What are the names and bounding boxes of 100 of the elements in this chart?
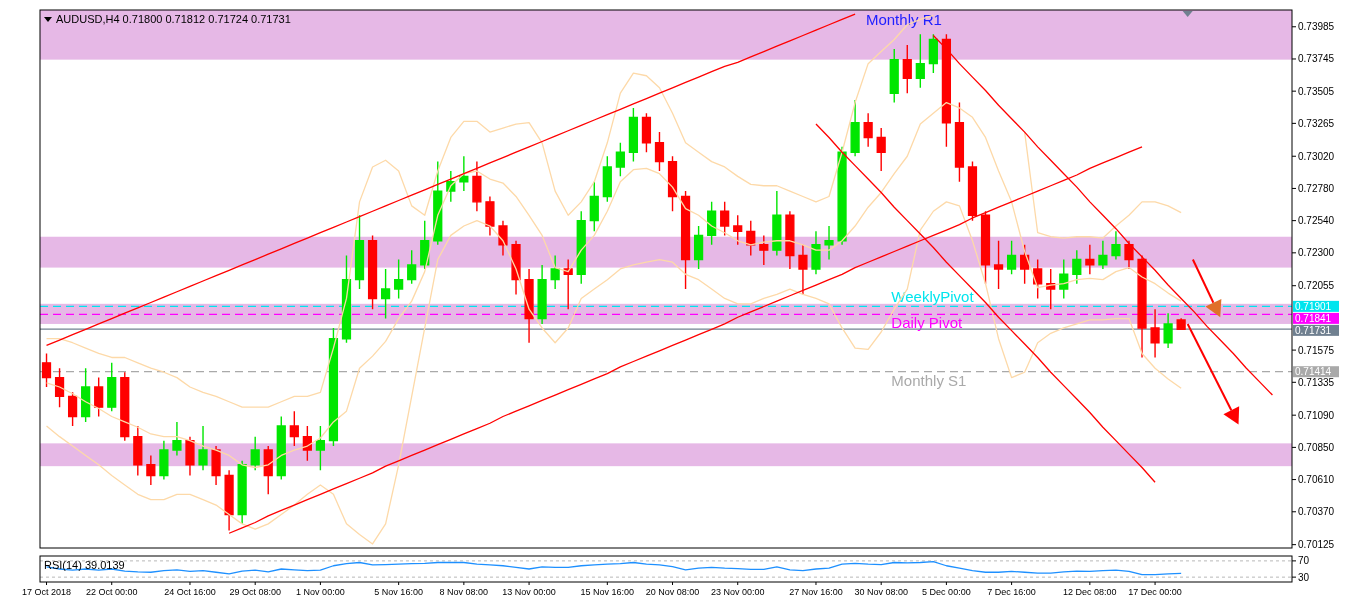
x-tick-label: 27 Nov 16:00	[789, 587, 843, 597]
candlestick	[185, 435, 195, 477]
candlestick	[289, 410, 299, 447]
candlestick	[459, 155, 469, 192]
candlestick	[315, 425, 326, 471]
candlestick	[1072, 249, 1082, 285]
ref-line-label: Daily Pivot	[891, 314, 964, 332]
ref-line-label: WeeklyPivot	[891, 288, 975, 306]
candlestick	[733, 214, 743, 246]
candlestick	[498, 219, 508, 257]
y-tick-label: 0.73505	[1298, 85, 1335, 97]
x-tick-label: 5 Dec 00:00	[922, 587, 971, 597]
candlestick	[863, 112, 873, 148]
candlestick	[589, 181, 599, 233]
y-tick-label: 0.72055	[1298, 280, 1335, 292]
y-tick-label: 0.73985	[1298, 21, 1335, 33]
candlestick	[693, 225, 704, 270]
candlestick	[654, 131, 665, 172]
candlestick	[1150, 308, 1160, 359]
candlestick	[250, 435, 260, 471]
candlestick	[1124, 240, 1134, 270]
candlestick	[1163, 312, 1173, 349]
y-tick-label: 70	[1298, 555, 1310, 567]
text: 0.71414	[1295, 366, 1332, 378]
candlestick	[211, 445, 221, 486]
x-tick-label: 30 Nov 08:00	[854, 587, 908, 597]
candlestick	[198, 425, 208, 471]
candlestick	[354, 214, 365, 290]
candlestick	[915, 33, 925, 89]
candlestick	[602, 155, 612, 203]
candlestick	[41, 352, 52, 388]
candlestick	[159, 439, 169, 481]
candlestick	[641, 112, 652, 153]
candlestick	[1085, 244, 1095, 275]
candlestick	[1176, 317, 1186, 331]
y-tick-label: 0.71575	[1298, 344, 1335, 356]
y-tick-label: 0.71090	[1298, 409, 1335, 421]
y-tick-label: 0.70610	[1298, 474, 1335, 486]
x-tick-label: 7 Dec 16:00	[987, 587, 1036, 597]
candlestick	[380, 268, 391, 320]
candlestick	[811, 230, 821, 275]
x-tick-label: 15 Nov 16:00	[580, 587, 635, 597]
band-label: Monthly R1	[865, 11, 942, 28]
line-series	[45, 561, 1182, 576]
y-tick-label: 0.70850	[1298, 441, 1335, 453]
candlestick	[1111, 230, 1121, 261]
text: 0.71731	[1295, 324, 1332, 336]
candlestick	[550, 254, 560, 290]
x-tick-label: 1 Nov 00:00	[296, 587, 345, 597]
candlestick	[172, 421, 182, 457]
candlestick	[524, 268, 534, 344]
candlestick	[967, 160, 978, 222]
candlestick	[146, 454, 156, 486]
x-tick-label: 12 Dec 08:00	[1063, 587, 1117, 597]
candlestick	[902, 44, 912, 94]
candlestick	[263, 445, 273, 496]
chart-title: AUDUSD,H4 0.71800 0.71812 0.71724 0.71731	[56, 13, 291, 25]
candlestick	[889, 48, 899, 104]
candlestick	[67, 391, 78, 427]
candlestick	[798, 244, 808, 296]
candlestick	[720, 201, 730, 237]
y-tick-label: 0.73020	[1298, 150, 1335, 162]
x-tick-label: 23 Nov 00:00	[710, 587, 765, 597]
candlestick	[407, 249, 417, 285]
y-tick-label: 0.73745	[1298, 53, 1335, 65]
candlestick	[394, 258, 404, 300]
candlestick	[615, 142, 625, 178]
candlestick	[759, 234, 769, 266]
x-tick-label: 17 Dec 00:00	[1128, 587, 1182, 597]
candlestick	[237, 460, 247, 525]
candlestick	[1006, 240, 1017, 275]
candlestick	[772, 190, 782, 257]
candlestick	[1098, 240, 1108, 270]
candlestick	[563, 258, 573, 310]
x-tick-label: 17 Oct 2018	[22, 587, 72, 597]
candlestick	[628, 107, 639, 163]
candlestick	[367, 234, 378, 310]
line-series	[45, 101, 1182, 469]
y-tick-label: 0.70125	[1298, 539, 1335, 551]
line-series	[45, 13, 856, 347]
candlestick	[837, 146, 847, 246]
candlestick	[824, 225, 834, 261]
candlestick	[850, 99, 860, 157]
x-tick-label: 20 Nov 08:00	[645, 587, 700, 597]
text: 0.71841	[1295, 312, 1332, 324]
chart-title: RSI(14) 39.0139	[44, 559, 125, 571]
x-tick-label: 29 Oct 08:00	[229, 587, 281, 597]
x-tick-label: 5 Nov 16:00	[374, 587, 423, 597]
text: 0.71901	[1295, 300, 1332, 312]
candlestick	[876, 127, 886, 172]
candlestick	[785, 210, 795, 270]
y-tick-label: 0.70370	[1298, 506, 1335, 518]
candlestick	[485, 195, 495, 237]
candlestick	[302, 425, 312, 462]
y-tick-label: 0.72300	[1298, 247, 1335, 259]
y-tick-label: 30	[1298, 571, 1310, 583]
y-tick-label: 0.73265	[1298, 117, 1335, 129]
line-series	[45, 201, 1182, 545]
candlestick	[81, 367, 91, 423]
candlestick	[993, 240, 1004, 290]
